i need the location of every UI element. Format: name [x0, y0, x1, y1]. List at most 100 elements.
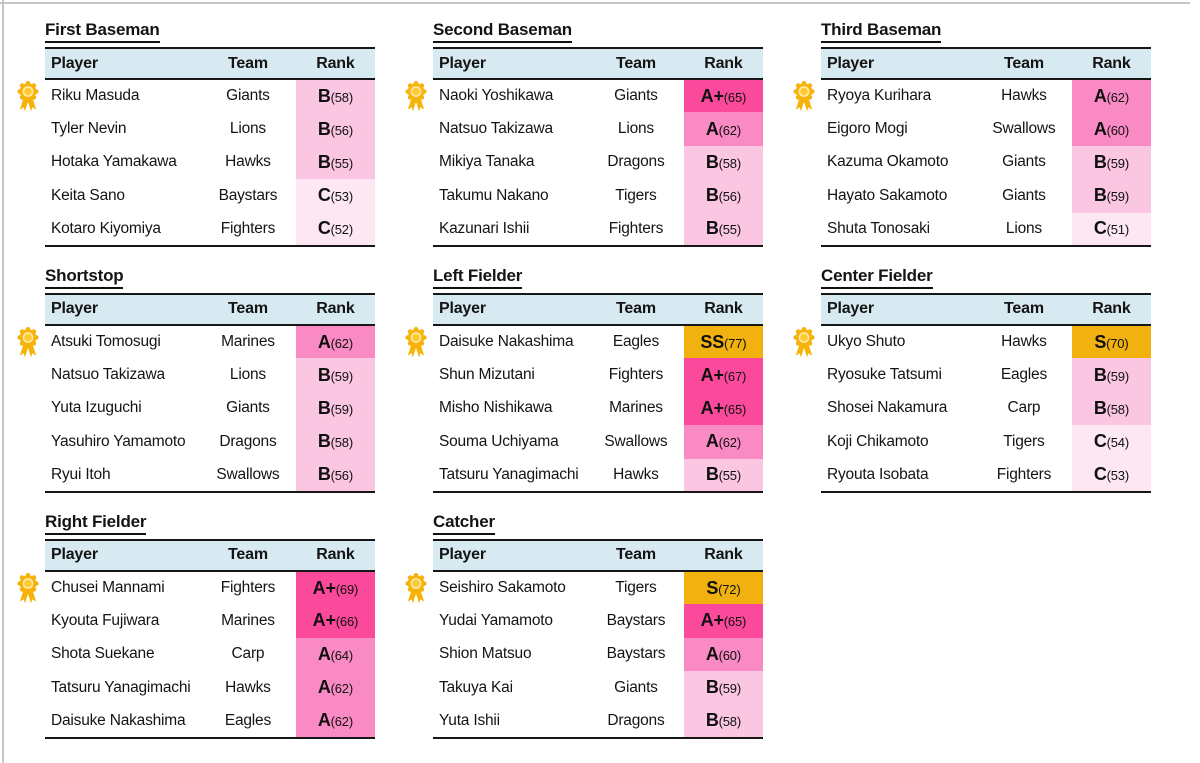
column-header-rank: Rank — [295, 48, 375, 80]
rank-badge: A+(65) — [683, 391, 763, 426]
rank-letter: A — [317, 643, 331, 664]
team-name: Dragons — [219, 432, 277, 450]
rank-score: (59) — [1106, 368, 1130, 384]
player-row: Yasuhiro Yamamoto Dragons B(58) — [45, 425, 375, 459]
rank-badge: S(72) — [683, 570, 763, 605]
tables-grid: First Baseman Player Team Rank Riku Masu… — [17, 20, 1151, 739]
player-row: Natsuo Takizawa Lions B(59) — [45, 358, 375, 392]
rank-badge: C(52) — [295, 212, 375, 246]
rank-badge: A(62) — [1071, 79, 1151, 113]
rank-badge: B(58) — [683, 145, 763, 180]
team-name: Lions — [617, 120, 654, 138]
column-header-team: Team — [976, 48, 1072, 80]
rank-badge: B(56) — [295, 112, 375, 146]
rank-letter: A — [317, 331, 331, 352]
team-name: Marines — [609, 399, 663, 417]
rank-letter: B — [1093, 397, 1107, 418]
rank-badge: A(62) — [295, 671, 375, 705]
rank-letter: B — [705, 218, 719, 239]
rank-letter: A+ — [312, 610, 336, 631]
rank-letter: C — [317, 218, 331, 239]
rank-badge: A(60) — [683, 637, 763, 672]
column-header-rank: Rank — [295, 539, 375, 572]
rank-badge: B(59) — [1071, 145, 1151, 180]
player-name: Shuta Tonosaki — [827, 219, 930, 237]
rank-score: (65) — [723, 614, 747, 630]
player-name: Takumu Nakano — [439, 186, 549, 204]
player-row: Souma Uchiyama Swallows A(62) — [433, 425, 763, 459]
rank-score: (55) — [718, 222, 742, 238]
rank-letter: C — [1093, 464, 1107, 485]
rank-score: (55) — [330, 155, 354, 171]
column-header-team: Team — [588, 48, 684, 80]
rank-letter: A+ — [700, 397, 724, 418]
rank-badge: A+(65) — [683, 604, 763, 638]
rank-badge: C(51) — [1071, 212, 1151, 246]
rank-badge: C(53) — [295, 179, 375, 213]
player-name: Souma Uchiyama — [439, 432, 559, 450]
team-name: Lions — [1005, 219, 1042, 237]
rank-badge: B(59) — [295, 358, 375, 392]
team-name: Fighters — [608, 366, 664, 384]
rank-letter: B — [705, 464, 719, 485]
team-name: Tigers — [1003, 432, 1045, 450]
rank-score: (60) — [718, 647, 742, 663]
player-name: Misho Nishikawa — [439, 399, 553, 417]
ranking-table: Player Team Rank Atsuki Tomosugi Marines A… — [45, 292, 375, 493]
sheet-top-edge — [0, 2, 1190, 4]
position-title-text: First Baseman — [45, 20, 160, 43]
header-row: Player Team Rank — [433, 48, 763, 80]
player-name: Yuta Ishii — [439, 711, 500, 729]
player-row: Hayato Sakamoto Giants B(59) — [821, 179, 1151, 213]
player-name: Eigoro Mogi — [827, 120, 908, 138]
rank-score: (56) — [330, 468, 354, 484]
rank-letter: A+ — [312, 577, 336, 598]
rank-score: (53) — [330, 189, 354, 205]
header-row: Player Team Rank — [821, 293, 1151, 326]
team-name: Tigers — [615, 579, 657, 597]
team-name: Carp — [231, 645, 265, 663]
player-name: Tyler Nevin — [51, 120, 127, 138]
rank-letter: A — [705, 643, 719, 664]
player-row: Shuta Tonosaki Lions C(51) — [821, 212, 1151, 246]
rank-badge: B(58) — [1071, 391, 1151, 426]
player-row: Shosei Nakamura Carp B(58) — [821, 391, 1151, 426]
rank-badge: A+(69) — [295, 570, 375, 605]
medal-icon — [16, 572, 40, 604]
player-name: Daisuke Nakashima — [51, 711, 186, 729]
position-table: Second Baseman Player Team Rank Naoki Yo… — [405, 20, 763, 247]
rank-letter: A — [1093, 85, 1107, 106]
header-row: Player Team Rank — [45, 539, 375, 572]
team-name: Hawks — [1001, 333, 1047, 351]
player-row: Keita Sano Baystars C(53) — [45, 179, 375, 213]
rank-badge: A+(65) — [683, 79, 763, 113]
rank-score: (67) — [723, 368, 747, 384]
rank-score: (59) — [1106, 189, 1130, 205]
position-title: Shortstop — [45, 266, 375, 289]
player-name: Atsuki Tomosugi — [51, 333, 161, 351]
player-row: Atsuki Tomosugi Marines A(62) — [45, 324, 375, 359]
player-row: Ukyo Shuto Hawks S(70) — [821, 324, 1151, 359]
position-title-text: Center Fielder — [821, 266, 933, 289]
position-table: Catcher Player Team Rank Seishiro Sakamo… — [405, 512, 763, 739]
position-title-text: Left Fielder — [433, 266, 522, 289]
team-name: Eagles — [612, 333, 660, 351]
column-header-team: Team — [588, 539, 684, 572]
player-row: Kotaro Kiyomiya Fighters C(52) — [45, 212, 375, 246]
player-row: Kazunari Ishii Fighters B(55) — [433, 212, 763, 246]
player-name: Shun Mizutani — [439, 366, 535, 384]
team-name: Lions — [229, 120, 266, 138]
player-name: Ryui Itoh — [51, 465, 111, 483]
team-name: Giants — [614, 678, 658, 696]
player-row: Natsuo Takizawa Lions A(62) — [433, 112, 763, 146]
rank-badge: A(62) — [683, 425, 763, 459]
rank-score: (55) — [718, 468, 742, 484]
column-header-rank: Rank — [295, 293, 375, 326]
team-name: Swallows — [216, 465, 280, 483]
rank-score: (59) — [330, 401, 354, 417]
position-title-text: Right Fielder — [45, 512, 146, 535]
player-name: Takuya Kai — [439, 678, 513, 696]
rank-score: (60) — [1106, 122, 1130, 138]
player-name: Riku Masuda — [51, 87, 140, 105]
player-row: Shun Mizutani Fighters A+(67) — [433, 358, 763, 392]
